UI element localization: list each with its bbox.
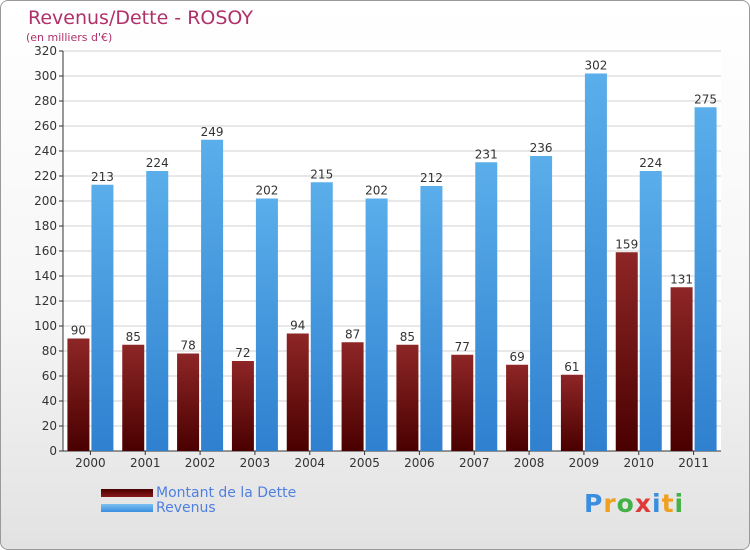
y-tick-label: 40	[42, 394, 57, 408]
y-tick-label: 200	[34, 194, 57, 208]
data-label-revenue: 212	[420, 171, 443, 185]
legend-swatch-debt	[101, 489, 153, 497]
data-label-revenue: 302	[584, 59, 607, 73]
data-label-debt: 90	[71, 324, 86, 338]
data-label-revenue: 202	[255, 184, 278, 198]
data-label-debt: 85	[400, 330, 415, 344]
bar-revenue	[91, 184, 114, 451]
bar-debt	[560, 374, 583, 451]
data-label-debt: 131	[670, 272, 693, 286]
x-tick-label: 2006	[404, 456, 435, 470]
data-label-debt: 77	[455, 340, 470, 354]
y-tick-label: 220	[34, 169, 57, 183]
bar-revenue	[475, 162, 498, 451]
y-tick-label: 140	[34, 269, 57, 283]
bar-debt	[177, 353, 200, 451]
legend-swatch-revenue	[101, 504, 153, 512]
y-tick-label: 280	[34, 94, 57, 108]
y-tick-label: 300	[34, 69, 57, 83]
chart-title: Revenus/Dette - ROSOY	[28, 7, 253, 29]
data-label-revenue: 236	[530, 141, 553, 155]
bar-revenue	[530, 156, 553, 451]
data-label-debt: 159	[615, 237, 638, 251]
bar-revenue	[365, 198, 388, 451]
data-label-revenue: 231	[475, 147, 498, 161]
bar-revenue	[146, 171, 169, 451]
x-tick-label: 2000	[75, 456, 106, 470]
data-label-debt: 72	[235, 346, 250, 360]
data-label-revenue: 249	[201, 125, 224, 139]
legend-label-revenue: Revenus	[156, 500, 216, 516]
bar-revenue	[310, 182, 333, 451]
bar-debt	[122, 344, 145, 451]
bar-debt	[506, 364, 529, 451]
bar-debt	[615, 252, 638, 451]
data-label-debt: 78	[180, 339, 195, 353]
bar-revenue	[694, 107, 717, 451]
bar-debt	[67, 338, 90, 451]
x-tick-label: 2009	[569, 456, 600, 470]
data-label-debt: 94	[290, 319, 305, 333]
bar-revenue	[255, 198, 278, 451]
data-label-debt: 69	[509, 350, 524, 364]
bar-debt	[451, 354, 474, 451]
x-tick-label: 2005	[349, 456, 380, 470]
y-tick-label: 320	[34, 44, 57, 58]
bar-debt	[396, 344, 419, 451]
y-tick-label: 80	[42, 344, 57, 358]
bar-revenue	[420, 186, 443, 451]
legend-label-debt: Montant de la Dette	[156, 485, 297, 501]
bar-debt	[670, 287, 693, 451]
y-tick-label: 260	[34, 119, 57, 133]
x-tick-label: 2002	[185, 456, 216, 470]
y-tick-label: 60	[42, 369, 57, 383]
bar-revenue	[639, 171, 662, 451]
data-label-revenue: 213	[91, 170, 114, 184]
data-label-revenue: 224	[146, 156, 169, 170]
y-tick-label: 0	[49, 444, 57, 458]
bar-debt	[286, 333, 309, 451]
y-tick-label: 240	[34, 144, 57, 158]
data-label-revenue: 215	[310, 167, 333, 181]
data-label-debt: 87	[345, 327, 360, 341]
x-tick-label: 2003	[240, 456, 271, 470]
data-label-revenue: 275	[694, 92, 717, 106]
bar-debt	[341, 342, 364, 451]
y-tick-label: 160	[34, 244, 57, 258]
y-tick-label: 20	[42, 419, 57, 433]
x-tick-label: 2011	[678, 456, 709, 470]
bar-revenue	[201, 139, 224, 451]
data-label-revenue: 224	[639, 156, 662, 170]
x-tick-label: 2010	[623, 456, 654, 470]
x-tick-label: 2008	[514, 456, 545, 470]
proxiti-logo: Proxiti	[584, 489, 685, 518]
y-tick-label: 100	[34, 319, 57, 333]
data-label-debt: 61	[564, 360, 579, 374]
chart-subtitle: (en milliers d'€)	[26, 31, 113, 44]
y-tick-label: 180	[34, 219, 57, 233]
bar-revenue	[584, 73, 607, 451]
y-tick-label: 120	[34, 294, 57, 308]
x-tick-label: 2007	[459, 456, 490, 470]
data-label-revenue: 202	[365, 184, 388, 198]
x-tick-label: 2004	[294, 456, 325, 470]
bar-debt	[231, 361, 254, 451]
data-label-debt: 85	[126, 330, 141, 344]
x-tick-label: 2001	[130, 456, 161, 470]
